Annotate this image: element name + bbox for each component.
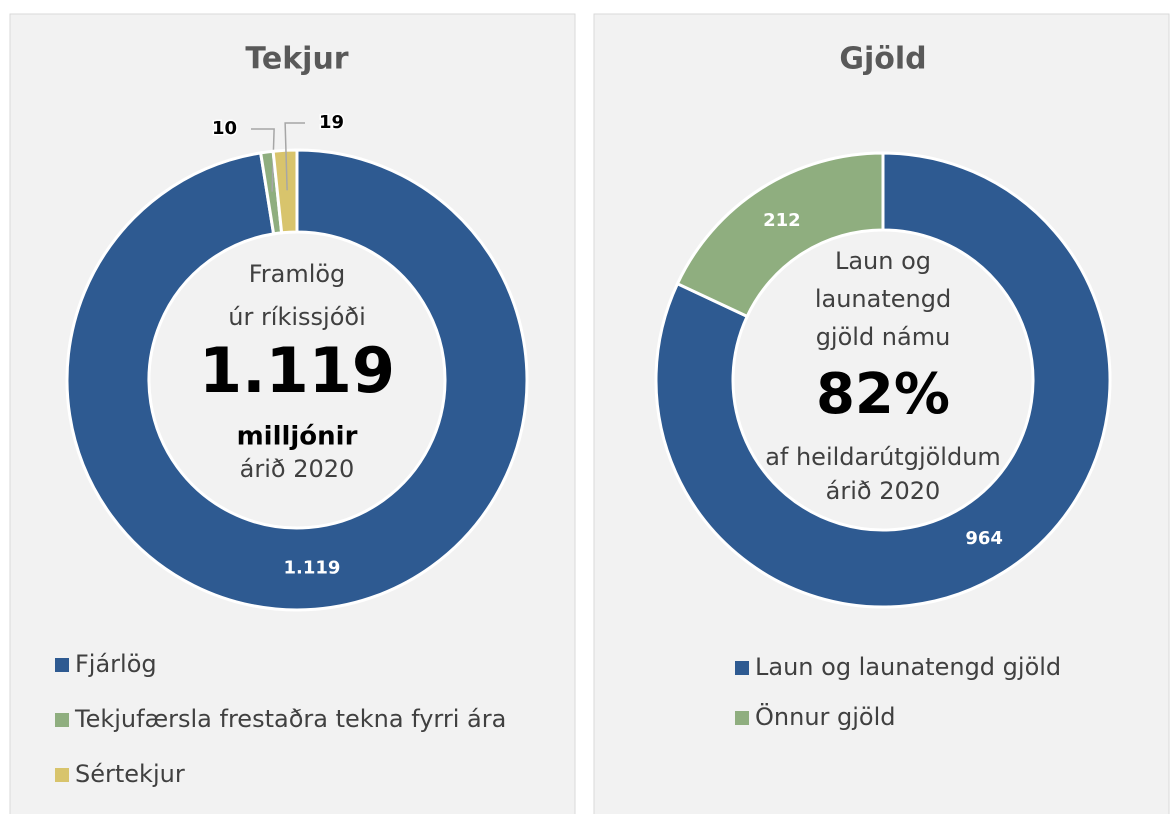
donut-segment [65,148,529,612]
data-label: 212 [763,210,801,231]
data-label: 19 [319,112,344,133]
legend-swatch [55,713,69,727]
center-text: milljónir [237,422,358,452]
legend-swatch [55,768,69,782]
center-text: Laun og [835,247,931,275]
legend-label: Önnur gjöld [755,702,896,731]
legend-label: Fjárlög [75,650,157,678]
donut-segment [271,148,299,235]
donut-segment [675,151,885,319]
chart-title: Tekjur [245,42,348,77]
data-label: 10 [212,118,237,139]
center-text: 1.119 [199,334,395,407]
center-text: launatengd [815,285,951,313]
data-label: 1.119 [284,557,341,578]
donut-segment [654,151,1112,609]
legend-label: Tekjufærsla frestaðra tekna fyrri ára [74,705,506,733]
leader-line [284,122,305,191]
center-text: úr ríkissjóði [228,303,366,331]
center-text: árið 2020 [826,477,941,505]
legend-swatch [735,711,749,725]
chart-title: Gjöld [839,42,926,77]
legend-label: Sértekjur [75,760,185,788]
leader-line [251,128,275,192]
legend-swatch [55,658,69,672]
legend-label: Laun og launatengd gjöld [755,653,1061,681]
center-text: af heildarútgjöldum [765,443,1001,471]
center-text: 82% [816,362,950,427]
center-text: árið 2020 [240,455,355,483]
center-text: gjöld námu [816,323,951,351]
center-text: Framlög [249,260,346,288]
data-label: 964 [965,528,1003,549]
legend-swatch [735,661,749,675]
